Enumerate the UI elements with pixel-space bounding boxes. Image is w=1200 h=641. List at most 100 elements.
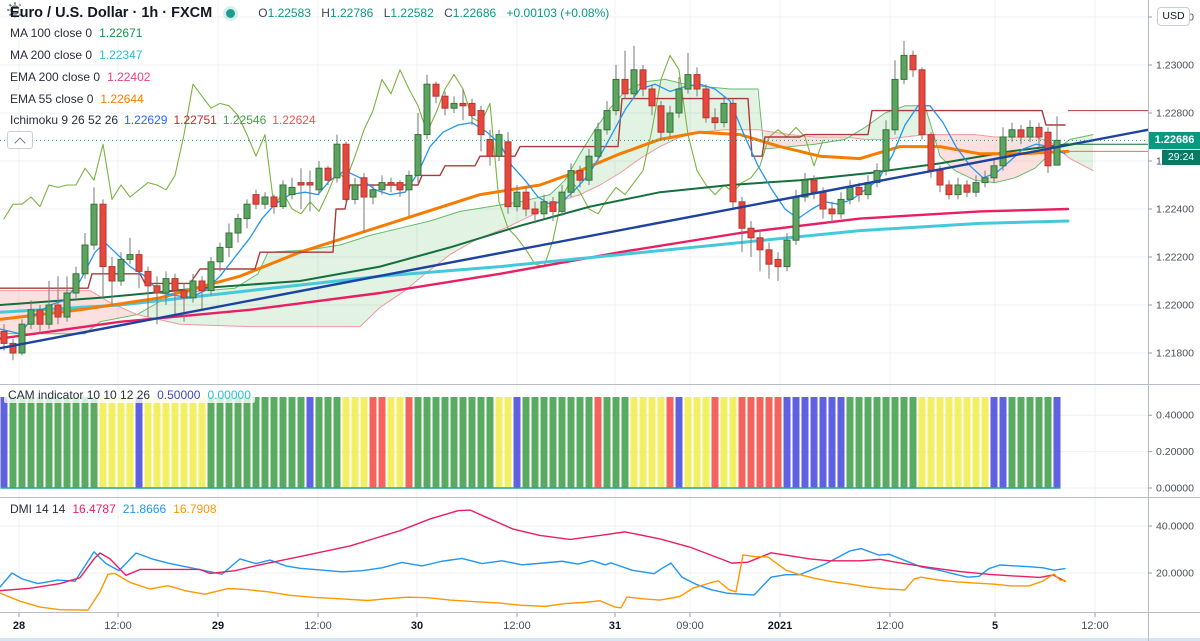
cam-bar (1026, 397, 1034, 488)
candle-body (828, 208, 836, 215)
cam-bar (621, 397, 629, 488)
candle-body (135, 254, 143, 272)
ohlc-low-value: 1.22582 (390, 6, 434, 20)
cloud-slice (640, 82, 644, 159)
indicator-value: 1.22347 (99, 48, 143, 62)
time-axis-area[interactable] (0, 613, 1200, 641)
price-axis-area[interactable] (1148, 0, 1200, 641)
dmi-minus-value: 16.4787 (72, 502, 116, 516)
cloud-slice (80, 290, 84, 334)
legend-row-ma200[interactable]: MA 200 close 0 1.22347 (10, 48, 142, 62)
cloud-slice (428, 220, 432, 272)
indicator-label: CAM indicator 10 10 12 26 (8, 388, 151, 402)
cloud-slice (800, 135, 804, 146)
legend-row-ichimoku[interactable]: Ichimoku 9 26 52 26 1.22629 1.22751 1.22546… (10, 113, 316, 127)
candle-body (36, 309, 44, 325)
cam-bar (999, 397, 1007, 488)
cloud-slice (968, 134, 972, 179)
collapse-indicators-button[interactable] (7, 131, 33, 149)
candle-body (486, 138, 494, 157)
cam-bar (963, 397, 971, 488)
candle-body (162, 278, 170, 294)
cloud-slice (356, 238, 360, 327)
candle-body (117, 258, 125, 282)
cam-bar (576, 397, 584, 488)
candle-body (207, 261, 215, 292)
cloud-slice (416, 223, 420, 282)
cam-bar (936, 397, 944, 488)
cloud-slice (380, 232, 384, 308)
indicator-label: EMA 55 close 0 (10, 92, 94, 106)
cam-bar (801, 397, 809, 488)
currency-unit-button[interactable]: USD (1157, 7, 1190, 26)
candle-body (981, 177, 989, 184)
cam-bar (846, 397, 854, 488)
candle-body (90, 203, 98, 246)
chikou-line (3, 54, 824, 268)
candle-body (657, 105, 665, 133)
candle-body (297, 182, 305, 186)
cam-bar (531, 397, 539, 488)
candle-body (81, 244, 89, 275)
cloud-slice (688, 84, 692, 136)
candle-body (801, 179, 809, 198)
cloud-slice (196, 291, 200, 325)
candle-body (144, 270, 152, 287)
candle-body (729, 102, 737, 203)
price-tick-label: 1.21800 (1156, 348, 1194, 360)
candle-body (837, 198, 845, 215)
cloud-slice (280, 251, 284, 327)
cloud-slice (408, 225, 412, 289)
legend-row-ema200[interactable]: EMA 200 close 0 1.22402 (10, 70, 150, 84)
candle-body (639, 69, 647, 90)
candle-body (666, 112, 674, 133)
cloud-slice (148, 306, 152, 318)
ohlc-high-label: H (321, 6, 330, 20)
cam-bar (549, 397, 557, 488)
cam-bar (1053, 397, 1061, 488)
cloud-slice (244, 280, 248, 327)
candle-body (414, 134, 422, 176)
candle-body (243, 203, 251, 220)
bottom-loading-strip (0, 638, 1200, 641)
cam-bar (1035, 397, 1043, 488)
cam-bar (981, 397, 989, 488)
cloud-slice (352, 239, 356, 327)
candle-body (585, 155, 593, 181)
candle-body (432, 83, 440, 97)
candle-body (351, 184, 359, 200)
symbol-title[interactable]: Euro / U.S. Dollar · 1h · FXCM (10, 5, 213, 21)
cam-bar (657, 397, 665, 488)
cloud-slice (276, 251, 280, 327)
candle-body (549, 201, 557, 212)
legend-row-cam[interactable]: CAM indicator 10 10 12 26 0.50000 0.00000 (4, 387, 255, 403)
cloud-slice (740, 89, 744, 130)
cloud-slice (260, 260, 264, 327)
cam-bar (27, 397, 35, 488)
time-axis-label: 09:00 (676, 620, 704, 632)
cloud-slice (204, 290, 208, 326)
cloud-slice (292, 250, 296, 327)
cam-bar (918, 397, 926, 488)
cloud-slice (636, 84, 640, 162)
legend-row-ema55[interactable]: EMA 55 close 0 1.22644 (10, 92, 144, 106)
kijun-line (0, 97, 1066, 289)
cam-bar (54, 397, 62, 488)
candle-body (450, 102, 458, 109)
dmi-plus-value: 21.8666 (122, 502, 167, 516)
symbol-header[interactable]: Euro / U.S. Dollar · 1h · FXCM O1.22583 … (10, 5, 609, 21)
cam-bar (369, 397, 377, 488)
candle-body (99, 203, 107, 268)
cam-bar (405, 397, 413, 488)
legend-row-ma100[interactable]: MA 100 close 0 1.22671 (10, 26, 142, 40)
cam-bar (882, 397, 890, 488)
cloud-slice (816, 137, 820, 145)
cam-bar (738, 397, 746, 488)
dmi-adx-value: 16.7908 (173, 502, 217, 516)
candle-body (918, 69, 926, 136)
candle-body (405, 174, 413, 191)
cloud-slice (112, 303, 116, 320)
legend-row-dmi[interactable]: DMI 14 14 16.4787 21.8666 16.7908 (10, 502, 217, 516)
cam-bar (162, 397, 170, 488)
